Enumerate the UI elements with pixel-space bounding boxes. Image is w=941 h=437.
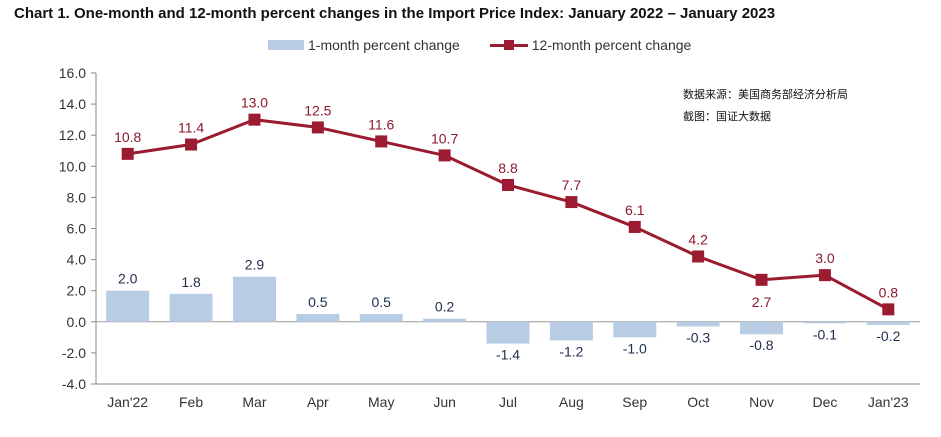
y-tick-label: 8.0 [67,189,87,205]
bar-value-label: 0.2 [435,299,455,315]
line-value-label: 11.6 [368,116,394,132]
line-point-12-month [121,147,134,160]
y-tick-label: 14.0 [59,96,86,112]
x-tick-label: May [368,394,394,410]
chart-title: Chart 1. One-month and 12-month percent … [14,5,776,22]
line-point-12-month [185,138,198,151]
y-tick-label: 16.0 [59,65,86,81]
bar-value-label: -0.8 [749,337,773,353]
y-tick-label: -2.0 [62,345,86,361]
y-tick-label: 6.0 [67,221,87,237]
bar-1-month [486,321,530,344]
bar-1-month [359,314,403,322]
bar-1-month [106,290,150,322]
bar-1-month [549,321,593,341]
line-value-label: 4.2 [688,231,708,247]
legend-item-1-month: 1-month percent change [268,37,460,53]
source-note: 数据来源：美国商务部经济分析局 [683,89,848,101]
line-value-label: 11.4 [178,120,204,136]
line-value-label: 12.5 [304,102,331,118]
line-point-12-month [311,121,324,134]
bar-1-month [740,321,784,335]
legend-label-1-month: 1-month percent change [308,37,460,53]
bar-value-label: -1.2 [559,343,583,359]
line-point-12-month [375,135,388,148]
bar-value-label: 1.8 [181,274,201,290]
legend-item-12-month: 12-month percent change [489,37,692,53]
line-point-12-month [755,273,768,286]
line-point-12-month [882,303,895,316]
x-tick-label: Sep [622,394,647,410]
y-tick-label: 10.0 [59,158,86,174]
bar-1-month [232,276,276,322]
line-value-label: 6.1 [625,202,645,218]
bar-1-month [803,321,847,324]
x-tick-label: Dec [812,394,837,410]
legend-label-12-month: 12-month percent change [531,37,692,53]
x-tick-label: Jan'23 [868,394,909,410]
x-tick-label: Apr [307,394,329,410]
bar-1-month [296,314,340,322]
bar-value-label: 2.0 [118,271,138,287]
credit-note: 截图：国证大数据 [683,111,771,123]
bar-1-month [676,321,720,327]
y-tick-label: 2.0 [67,283,87,299]
legend-swatch-bar [268,40,304,50]
x-tick-label: Jan'22 [107,394,148,410]
bar-1-month [423,318,467,322]
line-value-label: 13.0 [241,95,268,111]
line-point-12-month [248,113,261,126]
bar-1-month [866,321,910,325]
bar-value-label: 0.5 [308,294,328,310]
line-value-label: 10.8 [114,129,141,145]
legend: 1-month percent change 12-month percent … [268,37,721,53]
bar-value-label: -0.3 [686,329,710,345]
line-value-label: 7.7 [562,177,582,193]
bar-1-month [613,321,657,338]
line-point-12-month [502,178,514,191]
bar-value-label: 2.9 [245,257,265,273]
line-point-12-month [628,220,641,233]
bar-1-month [169,293,213,322]
bar-value-label: -1.4 [496,347,520,363]
x-tick-label: Mar [242,394,266,410]
line-point-12-month [565,196,578,209]
bar-value-label: 0.5 [371,294,391,310]
x-tick-label: Jun [433,394,456,410]
x-tick-label: Nov [749,394,774,410]
line-value-label: 8.8 [498,160,518,176]
bar-value-label: -0.2 [876,328,900,344]
line-point-12-month [692,250,705,263]
y-tick-label: -4.0 [62,376,86,392]
x-tick-label: Aug [559,394,584,410]
line-point-12-month [818,269,831,282]
line-value-label: 0.8 [879,284,899,300]
x-tick-label: Feb [179,394,203,410]
y-tick-label: 0.0 [67,314,87,330]
line-point-12-month [438,149,451,162]
x-tick-label: Jul [499,394,517,410]
y-tick-label: 4.0 [67,252,87,268]
y-tick-label: 12.0 [59,127,86,143]
legend-swatch-line [489,39,528,51]
bar-value-label: -0.1 [813,326,837,342]
x-tick-label: Oct [687,394,709,410]
line-value-label: 10.7 [431,130,458,146]
bar-value-label: -1.0 [623,340,647,356]
line-value-label: 3.0 [815,250,835,266]
line-value-label: 2.7 [752,294,772,310]
